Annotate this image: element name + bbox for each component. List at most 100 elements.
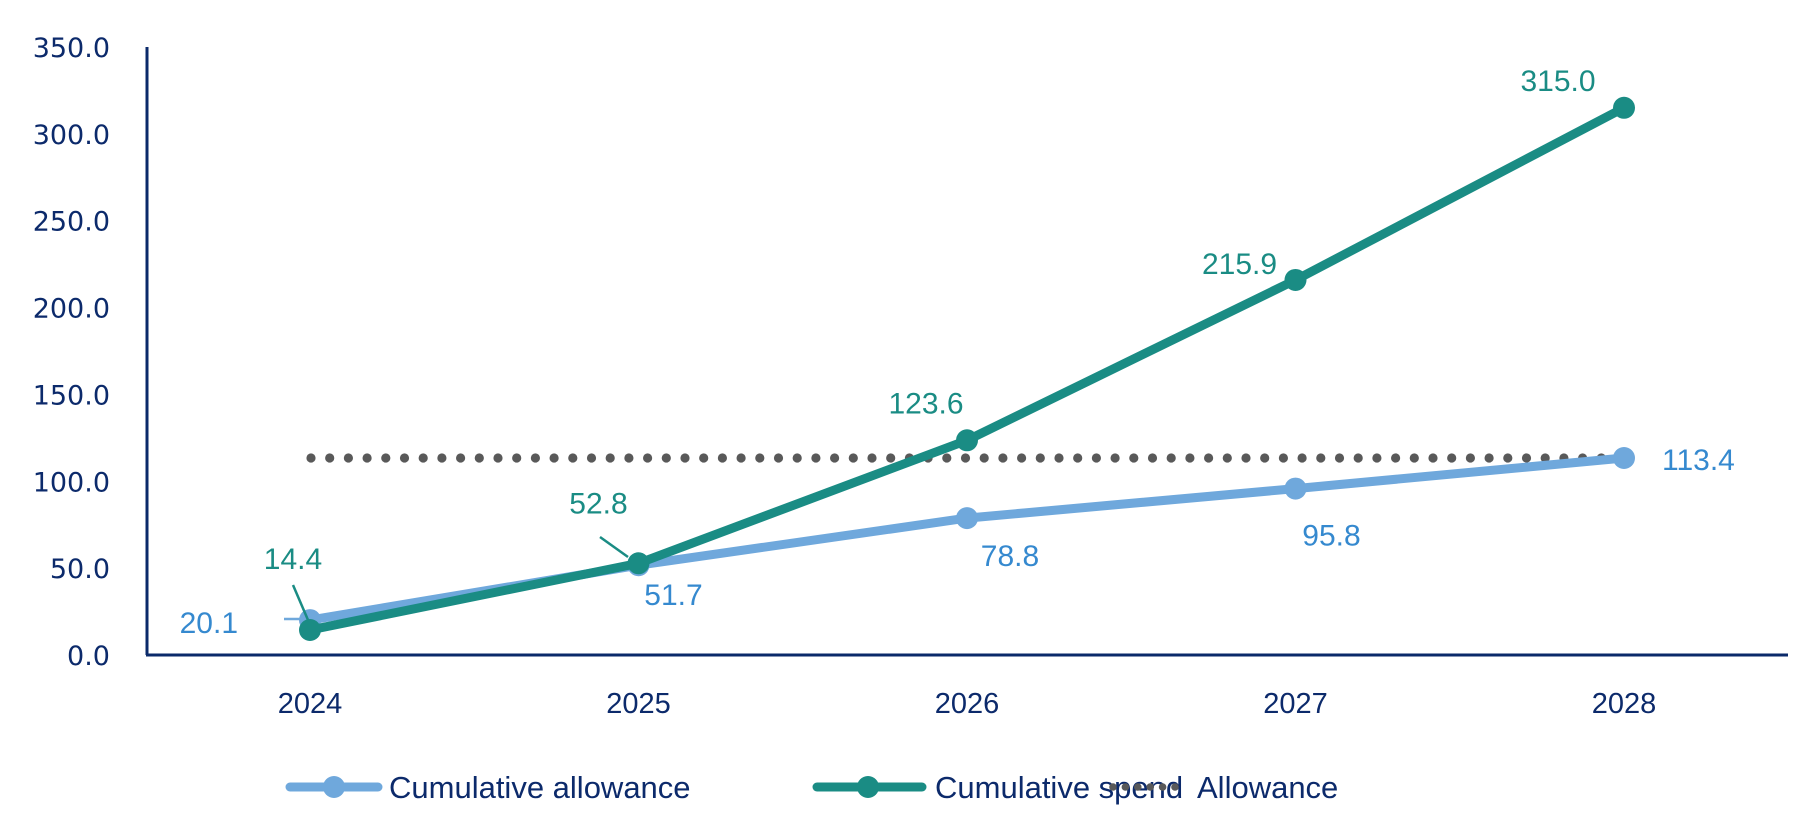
allowance-dot xyxy=(960,453,971,463)
allowance-dot xyxy=(381,453,391,463)
cumulative-spend-line xyxy=(305,103,1629,635)
cumulative-spend-data-label: 52.8 xyxy=(569,487,627,520)
allowance-dot xyxy=(343,453,353,463)
cumulative-spend-marker xyxy=(299,618,321,641)
y-axis-ticks: 0.0 50.0 100.0 150.0 200.0 250.0 300.0 350.0 xyxy=(33,33,110,672)
allowance-dot xyxy=(1147,453,1158,463)
allowance-dot xyxy=(661,453,671,463)
y-tick-label: 250.0 xyxy=(33,207,110,238)
cumulative-spend-marker xyxy=(627,552,650,575)
x-tick-label: 2024 xyxy=(278,688,343,720)
allowance-dot xyxy=(1241,453,1251,463)
allowance-dot xyxy=(699,453,709,463)
x-axis-ticks: 2024 2025 2026 2027 2028 xyxy=(278,688,1657,720)
axes xyxy=(145,47,1788,657)
allowance-dot xyxy=(1334,453,1345,463)
allowance-dot xyxy=(1129,453,1139,463)
allowance-dot xyxy=(1185,453,1195,463)
allowance-dot xyxy=(773,453,784,463)
allowance-dot xyxy=(1428,453,1438,463)
cumulative-spend-data-label: 315.0 xyxy=(1520,65,1595,98)
allowance-dot xyxy=(1035,453,1045,463)
allowance-dot xyxy=(1484,453,1494,463)
allowance-dot xyxy=(867,453,877,463)
allowance-dot xyxy=(643,453,653,463)
cumulative-allowance-marker xyxy=(1613,447,1635,470)
allowance-dot xyxy=(1073,453,1083,463)
allowance-dot xyxy=(848,453,858,463)
allowance-dot xyxy=(325,453,335,463)
allowance-dot xyxy=(1391,453,1401,463)
allowance-dot xyxy=(1465,453,1475,463)
allowance-dot xyxy=(456,453,466,463)
allowance-dot xyxy=(605,453,615,463)
allowance-dot xyxy=(1521,453,1532,463)
cumulative-spend-marker xyxy=(1613,96,1635,119)
allowance-dot xyxy=(418,453,428,463)
legend-item-cumulative-allowance[interactable]: Cumulative allowance xyxy=(285,770,691,805)
cumulative-allowance-data-label: 51.7 xyxy=(644,579,702,612)
series-cumulative-spend xyxy=(299,96,1635,641)
allowance-dot xyxy=(1540,453,1550,463)
y-tick-label: 300.0 xyxy=(33,120,110,151)
legend-label-cumulative-spend: Cumulative spend xyxy=(935,770,1183,805)
cumulative-allowance-marker xyxy=(956,507,978,530)
allowance-dot xyxy=(680,453,690,463)
cumulative-spend-marker xyxy=(1284,268,1307,291)
y-tick-label: 150.0 xyxy=(33,380,110,411)
allowance-dot xyxy=(717,453,728,463)
legend-item-allowance[interactable]: Allowance xyxy=(1109,770,1338,805)
x-tick-label: 2025 xyxy=(606,688,671,720)
allowance-dot xyxy=(998,453,1008,463)
allowance-dot xyxy=(1166,453,1176,463)
series-allowance xyxy=(306,453,1625,463)
allowance-dot xyxy=(1017,453,1027,463)
allowance-dot xyxy=(755,453,765,463)
x-tick-label: 2027 xyxy=(1263,688,1328,720)
allowance-dot xyxy=(1278,453,1288,463)
allowance-dot xyxy=(1204,453,1214,463)
allowance-dot xyxy=(1409,453,1419,463)
allowance-dot xyxy=(830,453,840,463)
y-tick-label: 50.0 xyxy=(50,554,110,585)
allowance-dot xyxy=(1054,453,1064,463)
allowance-dot xyxy=(979,453,989,463)
allowance-dot xyxy=(568,453,578,463)
allowance-dot xyxy=(1222,453,1232,463)
legend-marker-cumulative-spend xyxy=(857,776,879,798)
cumulative-spend-data-label: 123.6 xyxy=(888,387,963,420)
legend-item-cumulative-spend[interactable]: Cumulative spend xyxy=(812,770,1183,805)
cumulative-spend-leader-line xyxy=(291,584,310,621)
legend-marker-cumulative-allowance xyxy=(323,776,345,798)
data-labels: 20.1 51.7 78.8 95.8 113.4 14.4 52.8 123.6 215.9 3… xyxy=(180,65,1735,640)
cumulative-spend-leader-line xyxy=(599,535,629,559)
allowance-dot xyxy=(549,453,559,463)
allowance-dot xyxy=(362,453,372,463)
cumulative-spend-marker xyxy=(956,429,978,452)
cumulative-allowance-marker xyxy=(1284,477,1307,500)
legend: Cumulative allowance Cumulative spend Al… xyxy=(285,770,1338,805)
legend-label-allowance: Allowance xyxy=(1197,770,1338,805)
allowance-dot xyxy=(586,453,597,463)
allowance-dot xyxy=(792,453,802,463)
allowance-dot xyxy=(1260,453,1270,463)
x-tick-label: 2028 xyxy=(1592,688,1657,720)
cumulative-spend-data-label: 14.4 xyxy=(264,543,322,576)
legend-allowance-dot xyxy=(1109,783,1117,791)
allowance-dot xyxy=(1110,453,1120,463)
cumulative-allowance-data-label: 113.4 xyxy=(1662,444,1735,477)
allowance-dot xyxy=(512,453,522,463)
allowance-dot xyxy=(624,453,634,463)
allowance-dot xyxy=(1447,453,1457,463)
legend-allowance-dot xyxy=(1121,783,1130,791)
allowance-dot xyxy=(1316,453,1326,463)
legend-allowance-dot xyxy=(1171,783,1179,791)
allowance-dot xyxy=(493,453,503,463)
cumulative-allowance-data-label: 78.8 xyxy=(981,540,1039,573)
y-tick-label: 100.0 xyxy=(33,467,110,498)
allowance-dot xyxy=(1353,453,1363,463)
allowance-dot xyxy=(1297,453,1307,463)
legend-allowance-dot xyxy=(1134,783,1142,791)
y-tick-label: 350.0 xyxy=(33,33,110,64)
